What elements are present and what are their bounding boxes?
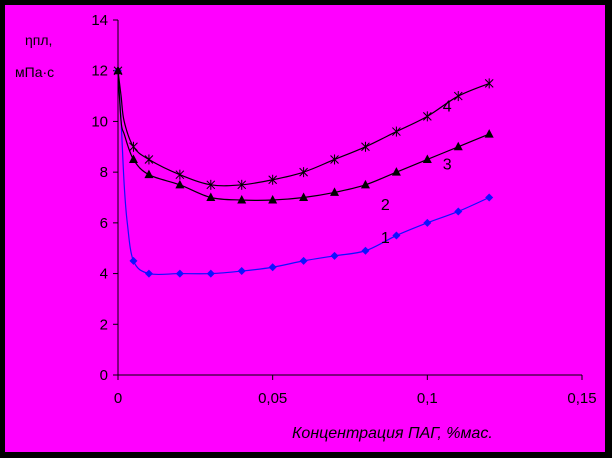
marker-triangle: [144, 169, 154, 179]
marker-diamond: [237, 267, 246, 276]
curve-annotations: 1 2 3 4: [381, 98, 452, 247]
marker-diamond: [175, 269, 184, 278]
marker-star: [144, 154, 154, 165]
marker-triangle: [206, 192, 216, 201]
marker-diamond: [206, 269, 215, 278]
marker-diamond: [299, 256, 308, 265]
curve-label-1: 1: [381, 230, 390, 247]
marker-triangle: [237, 195, 247, 204]
curve-label-2: 2: [381, 197, 390, 214]
y-tick-label: 12: [91, 63, 108, 80]
marker-star: [175, 169, 185, 180]
marker-diamond: [268, 263, 277, 272]
marker-triangle: [484, 129, 494, 138]
marker-star: [361, 141, 370, 152]
x-tick-label: 0,05: [258, 390, 287, 407]
series-markers: [113, 65, 494, 278]
marker-star: [330, 154, 339, 165]
y-tick-label: 14: [91, 12, 108, 29]
y-tick-label: 2: [100, 316, 108, 333]
y-tick-label: 4: [100, 266, 108, 283]
curve-label-3: 3: [443, 157, 452, 174]
x-tick-label: 0,15: [567, 390, 596, 407]
marker-diamond: [129, 256, 138, 265]
marker-diamond: [423, 218, 432, 227]
marker-diamond: [392, 231, 401, 240]
marker-diamond: [330, 251, 339, 260]
marker-star: [237, 179, 247, 190]
marker-star: [453, 91, 463, 102]
curve-label-4: 4: [443, 98, 452, 115]
marker-star: [422, 111, 432, 122]
marker-triangle: [128, 154, 138, 163]
y-tick-label: 10: [91, 113, 108, 130]
marker-diamond: [144, 269, 153, 278]
marker-star: [299, 167, 308, 178]
x-tick-label: 0,1: [417, 390, 438, 407]
series-line-4: [117, 70, 490, 187]
series-line-2: [117, 70, 490, 201]
marker-triangle: [330, 187, 340, 196]
marker-diamond: [485, 193, 494, 202]
y-tick-label: 8: [100, 164, 108, 181]
x-axis-label: Концентрация ПАГ, %мас.: [292, 425, 493, 442]
x-tick-label: 0: [114, 390, 122, 407]
y-tick-label: 0: [100, 367, 108, 384]
y-axis-label-line2: мПа·с: [15, 64, 54, 80]
y-tick-label: 6: [100, 215, 108, 232]
marker-triangle: [453, 141, 463, 151]
marker-star: [129, 141, 138, 152]
marker-star: [206, 179, 216, 190]
marker-triangle: [422, 154, 432, 163]
marker-triangle: [175, 179, 185, 189]
marker-star: [268, 174, 278, 185]
marker-triangle: [299, 192, 309, 201]
y-axis-label-line1: ηпл,: [25, 32, 52, 48]
marker-star: [113, 65, 123, 76]
marker-triangle: [360, 179, 370, 189]
marker-star: [484, 78, 494, 89]
axes: [113, 19, 583, 380]
marker-diamond: [361, 246, 370, 255]
marker-star: [392, 126, 401, 137]
marker-diamond: [454, 207, 463, 216]
marker-triangle: [268, 195, 278, 204]
marker-triangle: [391, 167, 401, 176]
